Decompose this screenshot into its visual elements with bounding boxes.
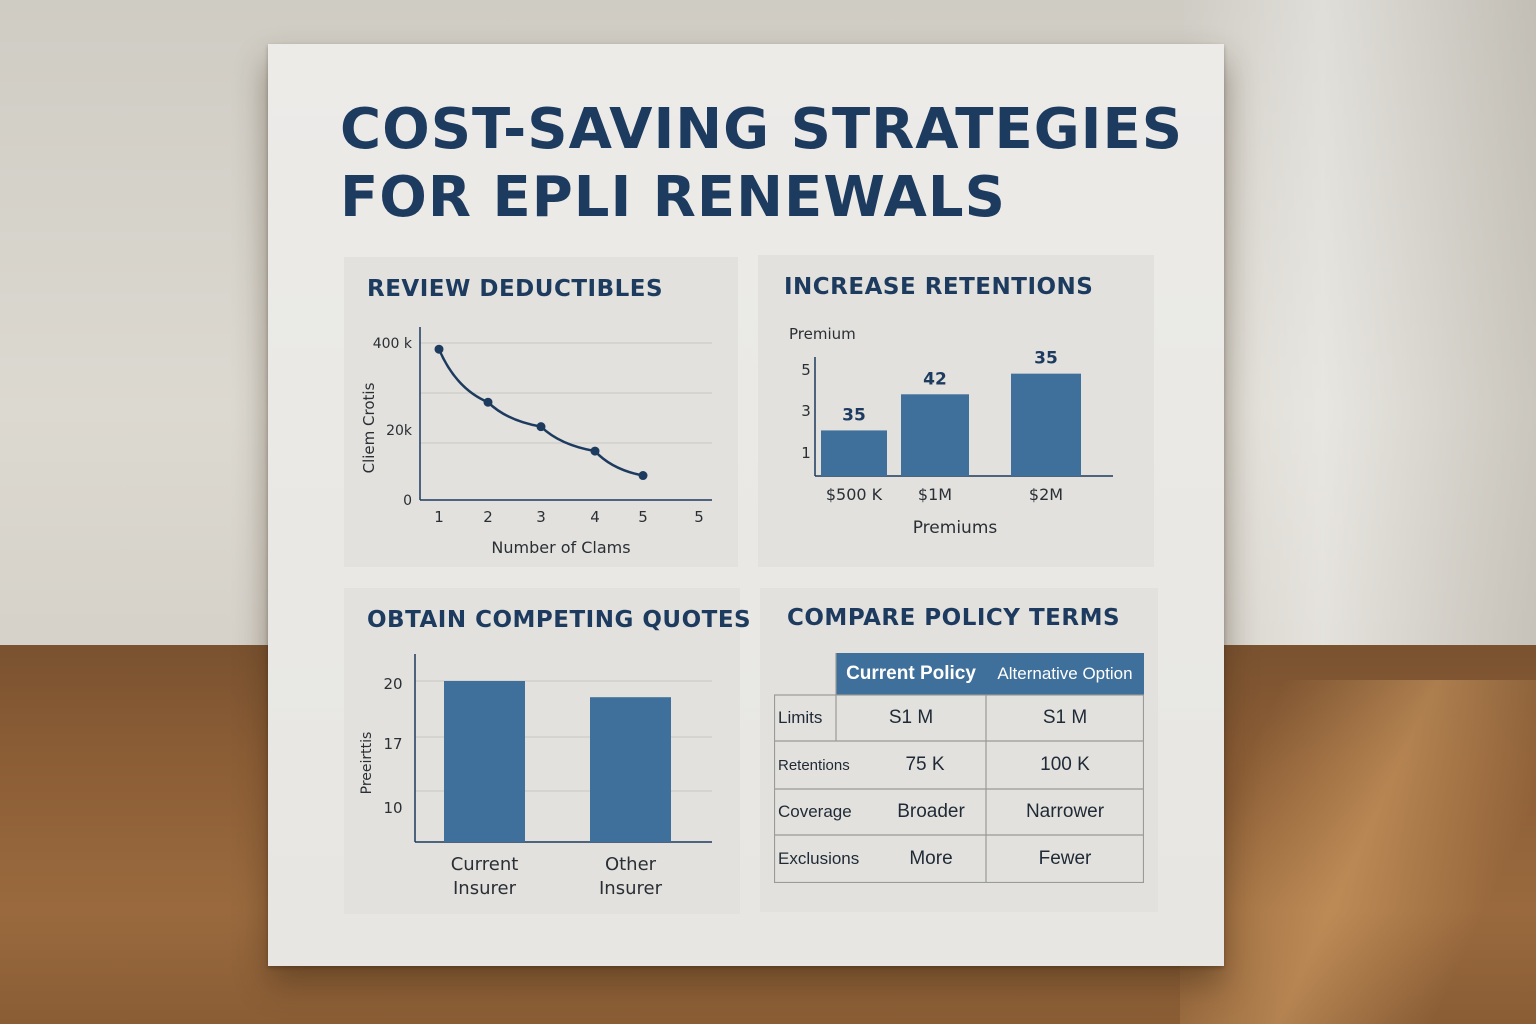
title-line-1: COST-SAVING STRATEGIES	[340, 97, 1184, 162]
bar-0	[444, 681, 525, 842]
y-axis-title: Cliem Crotis	[360, 382, 378, 473]
data-point	[536, 422, 546, 432]
table-cell-limits-current: S1 M	[888, 707, 934, 728]
y-tick-label: 10	[383, 799, 402, 817]
y-tick-label: 0	[403, 493, 412, 509]
bar-0	[821, 430, 887, 476]
y-axis-title: Preeirttis	[359, 732, 375, 795]
y-axis-title: Premium	[789, 325, 856, 343]
x-tick-label: 5	[638, 508, 648, 526]
panel-review-deductibles	[344, 257, 738, 567]
table-grid-lines	[774, 653, 1144, 883]
panel-title-quotes: OBTAIN COMPETING QUOTES	[367, 607, 752, 633]
bar-data-label: 35	[1034, 349, 1058, 369]
x-tick-label: Insurer	[453, 878, 517, 899]
table-cell-retentions-current: 75 K	[905, 754, 945, 775]
x-tick-label: $1M	[918, 485, 952, 504]
data-point	[483, 397, 493, 407]
deductibles-line-chart: 400 k 20k 0 1 2 3 4 5 5 Cliem Crotis Number of Cla…	[360, 327, 712, 557]
table-cell-retentions-alternative: 100 K	[1040, 754, 1090, 775]
x-tick-label: 4	[590, 508, 600, 526]
y-tick-label: 1	[801, 444, 811, 462]
panel-competing-quotes	[344, 588, 740, 914]
wall-shade	[1180, 0, 1536, 650]
table-cell-exclusions-alternative: Fewer	[1038, 848, 1092, 869]
y-tick-label: 20k	[386, 423, 413, 439]
bar-2	[1011, 373, 1081, 476]
x-axis-title: Number of Clams	[491, 538, 630, 557]
retentions-bar-chart: Premium 5 3 1 35 $500 K 42 $1M 35 $2M Premiums	[789, 325, 1113, 538]
panel-title-deductibles: REVIEW DEDUCTIBLES	[367, 276, 664, 302]
x-tick-label: 5	[694, 508, 704, 526]
x-tick-label: $500 K	[826, 485, 883, 504]
table-cell-coverage-current: Broader	[897, 801, 965, 822]
shelf-light	[1180, 680, 1536, 1024]
x-axis-title: Premiums	[913, 518, 998, 538]
y-tick-label: 5	[801, 361, 811, 379]
table-cell-coverage-alternative: Narrower	[1025, 801, 1105, 822]
x-tick-label: Insurer	[599, 878, 663, 899]
title-line-2: FOR EPLI RENEWALS	[340, 165, 1006, 230]
data-point	[434, 344, 444, 354]
bar-1	[590, 697, 671, 842]
bar-data-label: 35	[842, 405, 866, 425]
y-tick-label: 17	[383, 735, 402, 753]
y-tick-label: 20	[383, 675, 402, 693]
bar-data-label: 42	[923, 369, 947, 389]
poster-title: COST-SAVING STRATEGIES FOR EPLI RENEWALS	[340, 96, 1190, 232]
series-line	[437, 348, 644, 477]
table-row-label-limits: Limits	[778, 708, 823, 727]
table-header-alternative: Alternative Option	[986, 653, 1144, 695]
table-header-current: Current Policy	[836, 653, 986, 695]
x-tick-label: $2M	[1029, 485, 1063, 504]
policy-terms-table: Current Policy Alternative Option Limits…	[774, 653, 1144, 883]
table-row-label-retentions: Retentions	[778, 756, 850, 774]
panel-compare-terms	[760, 588, 1158, 912]
bar-1	[901, 394, 969, 476]
y-tick-label: 3	[801, 402, 811, 420]
x-tick-label: 2	[483, 508, 493, 526]
data-point	[638, 471, 648, 481]
table-row-label-coverage: Coverage	[778, 802, 852, 821]
panel-title-retentions: INCREASE RETENTIONS	[784, 274, 1094, 300]
x-tick-label: 3	[536, 508, 546, 526]
x-tick-label: Current	[451, 854, 519, 875]
panel-title-terms: COMPARE POLICY TERMS	[787, 605, 1121, 631]
x-tick-label: Other	[605, 854, 657, 875]
x-tick-label: 1	[434, 508, 444, 526]
quotes-bar-chart: 20 17 10 Preeirttis Current Insurer Other Insur…	[359, 654, 712, 899]
table-cell-limits-alternative: S1 M	[1042, 707, 1088, 728]
y-tick-label: 400 k	[373, 336, 413, 352]
table-row-label-exclusions: Exclusions	[778, 849, 860, 868]
table-cell-exclusions-current: More	[909, 848, 953, 869]
data-point	[590, 446, 600, 456]
